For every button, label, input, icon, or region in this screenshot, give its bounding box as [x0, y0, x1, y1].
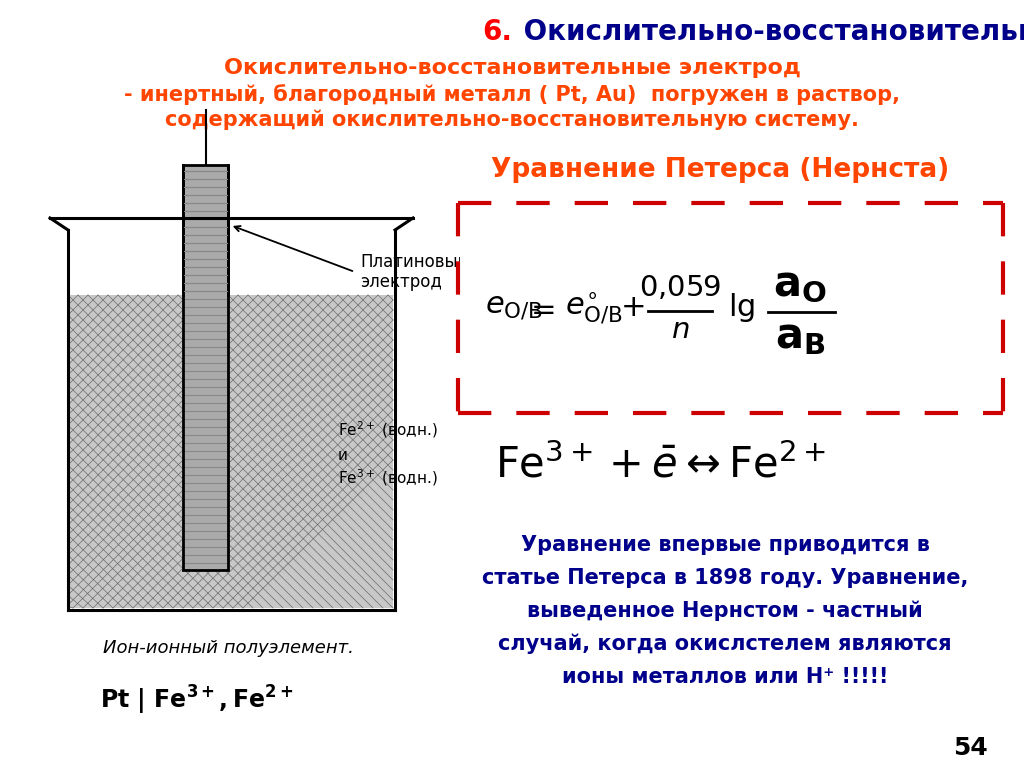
Text: Платиновый: Платиновый	[360, 253, 468, 271]
Text: Уравнение Петерса (Нернста): Уравнение Петерса (Нернста)	[490, 157, 949, 183]
Text: 6.: 6.	[482, 18, 512, 46]
Text: - инертный, благородный металл ( Pt, Au)  погружен в раствор,: - инертный, благородный металл ( Pt, Au)…	[124, 84, 900, 105]
Text: электрод: электрод	[360, 273, 442, 291]
Text: 54: 54	[952, 736, 987, 760]
Text: $n$: $n$	[671, 316, 689, 344]
Text: ${\rm Fe}^{3+} + \bar{e} \leftrightarrow {\rm Fe}^{2+}$: ${\rm Fe}^{3+} + \bar{e} \leftrightarrow…	[495, 444, 825, 486]
Text: $\mathbf{a}_{\mathbf{B}}$: $\mathbf{a}_{\mathbf{B}}$	[775, 315, 825, 357]
Bar	[460, 205, 1001, 411]
Text: $+$: $+$	[620, 293, 644, 323]
Bar	[183, 165, 228, 570]
Text: случай, когда окислстелем являются: случай, когда окислстелем являются	[499, 634, 952, 654]
Polygon shape	[70, 295, 393, 608]
Text: и: и	[338, 448, 348, 462]
Text: $e^{\circ}_{\rm O/B}$: $e^{\circ}_{\rm O/B}$	[565, 290, 623, 326]
Text: статье Петерса в 1898 году. Уравнение,: статье Петерса в 1898 году. Уравнение,	[482, 568, 968, 588]
Bar	[184, 165, 227, 295]
Text: Окислительно-восстановительные электрод: Окислительно-восстановительные электрод	[223, 58, 801, 78]
Text: Уравнение впервые приводится в: Уравнение впервые приводится в	[520, 535, 930, 555]
Text: Fe$^{2+}$ (водн.): Fe$^{2+}$ (водн.)	[338, 419, 437, 440]
Text: $e_{\rm O/B}$: $e_{\rm O/B}$	[485, 293, 543, 323]
Text: $=$: $=$	[525, 293, 555, 323]
Text: содержащий окислительно-восстановительную систему.: содержащий окислительно-восстановительну…	[165, 110, 859, 131]
Text: выведенное Нернстом - частный: выведенное Нернстом - частный	[527, 601, 923, 621]
Text: $0{,}059$: $0{,}059$	[639, 274, 721, 302]
Text: $\mathbf{Pt}$ | $\mathbf{Fe^{3+}, Fe^{2+}}$: $\mathbf{Pt}$ | $\mathbf{Fe^{3+}, Fe^{2+…	[100, 684, 294, 717]
Text: ионы металлов или H⁺ !!!!!: ионы металлов или H⁺ !!!!!	[562, 667, 888, 687]
Bar	[183, 165, 228, 570]
Text: $\mathbf{a}_{\mathbf{O}}$: $\mathbf{a}_{\mathbf{O}}$	[773, 263, 827, 305]
Text: Окислительно-восстановительные электроды: Окислительно-восстановительные электроды	[514, 18, 1024, 46]
Text: Fe$^{3+}$ (водн.): Fe$^{3+}$ (водн.)	[338, 468, 437, 488]
Text: ${\rm lg}$: ${\rm lg}$	[728, 292, 755, 325]
Text: Ион-ионный полуэлемент.: Ион-ионный полуэлемент.	[102, 639, 353, 657]
